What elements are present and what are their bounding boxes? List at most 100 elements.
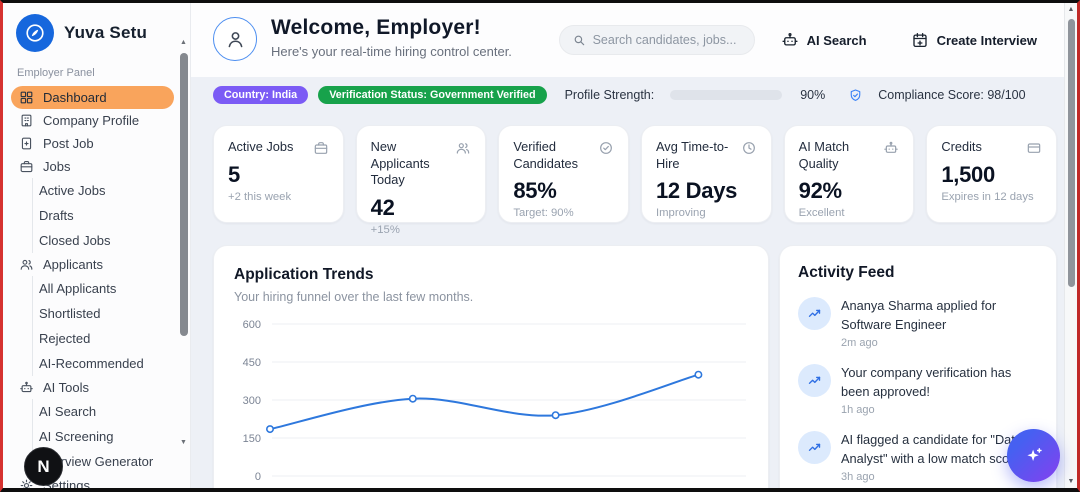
profile-strength-label: Profile Strength: — [564, 88, 655, 102]
stat-card-label: New Applicants Today — [370, 139, 430, 188]
sidebar-item-active-jobs[interactable]: Active Jobs — [32, 178, 174, 203]
chart-subtitle: Your hiring funnel over the last few mon… — [234, 290, 474, 304]
nav-item-icon — [19, 90, 34, 105]
create-interview-label: Create Interview — [936, 32, 1037, 48]
ai-assistant-floating-button[interactable] — [1007, 429, 1060, 482]
stat-card-active-jobs: Active Jobs 5 +2 this week — [213, 125, 344, 223]
sidebar-item-label: Interview Generator — [39, 454, 154, 469]
activity-feed-list: Ananya Sharma applied for Software Engin… — [798, 297, 1038, 488]
person-icon — [225, 29, 246, 50]
brand-logo-compass-icon — [16, 14, 54, 52]
sidebar-item-label: All Applicants — [39, 281, 117, 296]
sidebar-item-label: Shortlisted — [39, 306, 101, 321]
status-badges-row: Country: India Verification Status: Gove… — [191, 77, 1077, 104]
svg-text:600: 600 — [243, 319, 261, 331]
feed-item: Your company verification has been appro… — [798, 364, 1038, 416]
country-badge: Country: India — [213, 86, 309, 104]
sidebar-item-all-applicants[interactable]: All Applicants — [32, 276, 174, 301]
sidebar-item-settings[interactable]: Settings — [11, 474, 174, 488]
feed-item-text: Your company verification has been appro… — [841, 365, 1012, 399]
stat-card-label: Verified Candidates — [513, 139, 579, 171]
sidebar-item-shortlisted[interactable]: Shortlisted — [32, 301, 174, 326]
sidebar-item-ai-recommended[interactable]: AI-Recommended — [32, 351, 174, 376]
feed-item-time: 1h ago — [841, 404, 875, 417]
search-box[interactable] — [558, 25, 755, 55]
brand: Yuva Setu — [3, 3, 190, 52]
feed-item-time: 2m ago — [841, 337, 878, 350]
scroll-down-arrow-icon[interactable]: ▼ — [1067, 478, 1075, 485]
compliance-score: Compliance Score: 98/100 — [878, 88, 1026, 102]
sidebar-item-label: Jobs — [43, 159, 71, 174]
application-trends-card: Application Trends Your hiring funnel ov… — [213, 245, 769, 488]
shield-check-icon — [848, 88, 863, 103]
sidebar-item-label: Applicants — [43, 257, 103, 272]
sidebar-item-post-job[interactable]: Post Job — [11, 132, 174, 155]
stat-card-verified-candidates: Verified Candidates 85% Target: 90% — [498, 125, 629, 223]
main-scrollbar[interactable]: ▲ ▼ — [1064, 3, 1077, 488]
activity-feed-title: Activity Feed — [798, 264, 895, 281]
scroll-up-arrow-icon[interactable]: ▲ — [1067, 6, 1075, 13]
stat-card-value: 12 Days — [656, 178, 738, 204]
ai-search-button[interactable]: AI Search — [781, 31, 867, 49]
employer-avatar — [213, 17, 257, 61]
main-content: Welcome, Employer! Here's your real-time… — [191, 3, 1077, 488]
profile-strength-percent: 90% — [800, 88, 826, 102]
stat-card-icon — [741, 140, 757, 156]
stat-card-label: Avg Time-to-Hire — [656, 139, 729, 171]
stat-card-icon — [1026, 140, 1042, 156]
sidebar-item-drafts[interactable]: Drafts — [32, 203, 174, 228]
sidebar-item-label: AI Screening — [39, 429, 114, 444]
trend-up-icon — [807, 373, 822, 388]
stat-card-icon — [455, 140, 471, 156]
feed-item-time: 3h ago — [841, 471, 875, 484]
sidebar-item-label: Dashboard — [43, 90, 107, 105]
sidebar-item-label: AI-Recommended — [39, 356, 144, 371]
sidebar: Yuva Setu Employer Panel Dashboard Compa… — [3, 3, 191, 488]
sidebar-item-jobs[interactable]: Jobs — [11, 155, 174, 178]
create-interview-button[interactable]: Create Interview — [911, 31, 1037, 49]
stat-card-value: 85% — [513, 178, 557, 204]
stat-card-value: 5 — [228, 162, 240, 187]
stat-card-icon — [598, 140, 614, 156]
sidebar-item-dashboard[interactable]: Dashboard — [11, 86, 174, 109]
scroll-down-arrow-icon[interactable]: ▼ — [180, 439, 187, 446]
feed-item-text: Ananya Sharma applied for Software Engin… — [841, 298, 997, 332]
svg-text:150: 150 — [243, 433, 261, 445]
stat-card-value: 1,500 — [941, 162, 995, 187]
feed-item: Ananya Sharma applied for Software Engin… — [798, 297, 1038, 349]
scroll-up-arrow-icon[interactable]: ▲ — [180, 39, 187, 46]
sidebar-item-label: AI Search — [39, 404, 97, 419]
svg-text:300: 300 — [243, 395, 261, 407]
page-header: Welcome, Employer! Here's your real-time… — [191, 3, 1077, 77]
robot-icon — [781, 31, 799, 49]
sidebar-item-label: Settings — [43, 478, 90, 488]
sidebar-item-company-profile[interactable]: Company Profile — [11, 109, 174, 132]
sidebar-scrollbar-thumb[interactable] — [179, 53, 188, 336]
sidebar-item-ai-search[interactable]: AI Search — [32, 399, 174, 424]
sidebar-scrollbar[interactable]: ▲ ▼ — [178, 38, 189, 448]
stat-card-avg-time-to-hire: Avg Time-to-Hire 12 Days Improving — [641, 125, 772, 223]
stat-card-subtext: Target: 90% — [513, 207, 574, 220]
sidebar-item-applicants[interactable]: Applicants — [11, 253, 174, 276]
svg-text:450: 450 — [243, 357, 261, 369]
search-input[interactable] — [592, 33, 742, 47]
nav-item-icon — [19, 380, 34, 395]
sidebar-item-closed-jobs[interactable]: Closed Jobs — [32, 228, 174, 253]
trend-up-icon — [807, 440, 822, 455]
nextjs-dev-badge-letter: N — [37, 456, 50, 476]
nextjs-dev-badge[interactable]: N — [24, 447, 63, 486]
sidebar-item-ai-tools[interactable]: AI Tools — [11, 376, 174, 399]
verification-badge: Verification Status: Government Verified — [318, 86, 547, 104]
stat-card-value: 42 — [370, 194, 395, 220]
sidebar-item-ai-screening[interactable]: AI Screening — [32, 424, 174, 449]
sidebar-item-label: AI Tools — [43, 380, 90, 395]
feed-item-badge — [798, 297, 831, 330]
sidebar-item-rejected[interactable]: Rejected — [32, 326, 174, 351]
stat-cards-row: Active Jobs 5 +2 this week New Applicant… — [213, 125, 1057, 236]
sidebar-item-label: Company Profile — [43, 113, 140, 128]
stat-card-subtext: Expires in 12 days — [941, 191, 1034, 203]
sidebar-item-label: Active Jobs — [39, 183, 106, 198]
main-scrollbar-thumb[interactable] — [1067, 19, 1075, 287]
sidebar-item-label: Closed Jobs — [39, 233, 111, 248]
chart-title: Application Trends — [234, 266, 374, 283]
